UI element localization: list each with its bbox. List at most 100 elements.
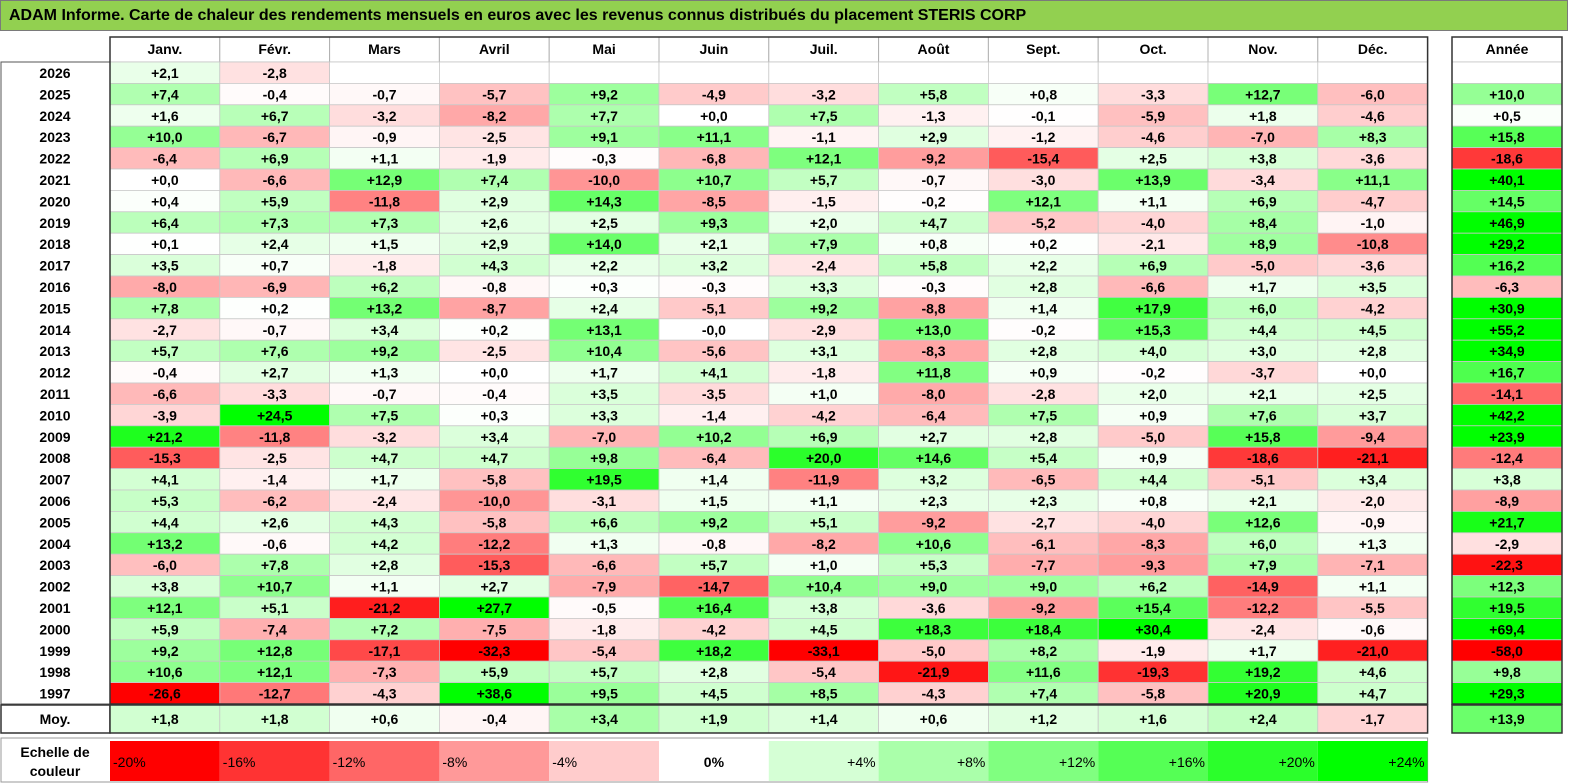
heatmap-value: -0,9 [372,129,396,145]
heatmap-value: +7,3 [371,215,399,231]
heatmap-value: +1,1 [371,579,399,595]
year-total-value: +46,9 [1489,215,1525,231]
heatmap-value: +6,0 [1249,536,1277,552]
heatmap-value: +13,2 [147,536,183,552]
heatmap-value: +1,1 [810,493,838,509]
heatmap-value: +13,2 [367,300,403,316]
heatmap-value: -14,7 [698,579,730,595]
average-row-frame [109,704,1429,734]
heatmap-value: +5,7 [151,343,179,359]
heatmap-value: -4,2 [812,407,836,423]
heatmap-value: +0,9 [1139,407,1167,423]
heatmap-value: +4,7 [480,450,508,466]
heatmap-value: +16,4 [696,600,732,616]
heatmap-value: -3,4 [1251,172,1275,188]
heatmap-value: +2,8 [1029,343,1057,359]
page-title: ADAM Informe. Carte de chaleur des rende… [9,7,1027,24]
heatmap-value: -0,5 [592,600,616,616]
average-cell [1207,704,1319,734]
year-total-value: +23,9 [1489,429,1525,445]
heatmap-value: +4,1 [700,365,728,381]
heatmap-value: -6,6 [153,386,177,402]
heatmap-value: +9,1 [590,129,618,145]
year-label: 2019 [39,215,70,231]
heatmap-value: +3,1 [810,343,838,359]
heatmap-value: +7,3 [261,215,289,231]
heatmap-value: +0,2 [1029,236,1057,252]
average-value: +0,6 [371,711,399,727]
year-total-value: +55,2 [1489,322,1525,338]
year-total-value: +42,2 [1489,407,1525,423]
heatmap-value: +0,0 [700,108,728,124]
year-total-header: Année [1486,41,1529,57]
title-bar: ADAM Informe. Carte de chaleur des rende… [0,0,1568,31]
heatmap-value: +10,6 [916,536,952,552]
heatmap-value: -0,3 [702,279,726,295]
scale-value: +8% [957,754,985,770]
heatmap-value: +0,0 [1359,365,1387,381]
year-label: 2022 [39,151,70,167]
heatmap-value: +3,8 [151,579,179,595]
heatmap-value: +20,9 [1245,686,1281,702]
heatmap-value: +10,7 [696,172,732,188]
heatmap-value: +10,6 [147,664,183,680]
scale-label: Echelle de [20,744,89,760]
year-total-value: -58,0 [1491,643,1523,659]
heatmap-value: -0,0 [702,322,726,338]
heatmap-value: +3,0 [1249,343,1277,359]
heatmap-value: +2,8 [1359,343,1387,359]
heatmap-value: +10,7 [257,579,293,595]
scale-label: couleur [30,763,81,779]
heatmap-value: -2,0 [1361,493,1385,509]
heatmap-value: +18,4 [1026,621,1062,637]
year-total-value: -12,4 [1491,450,1523,466]
heatmap-value: -2,1 [1141,236,1165,252]
heatmap-value: -5,7 [482,86,506,102]
heatmap-value: -5,8 [482,514,506,530]
heatmap-value: +2,4 [590,300,618,316]
heatmap-value: -0,1 [1031,108,1055,124]
heatmap-value: +8,4 [1249,215,1277,231]
heatmap-value: +13,0 [916,322,952,338]
heatmap-value: +2,3 [920,493,948,509]
heatmap-value: +12,7 [1245,86,1281,102]
heatmap-value: -0,4 [263,86,287,102]
year-label: 2007 [39,472,70,488]
heatmap-value: +2,2 [590,258,618,274]
heatmap-value: +11,1 [697,129,732,145]
heatmap-value: +1,5 [371,236,399,252]
heatmap-value: +15,8 [1245,429,1281,445]
heatmap-value: +2,7 [480,579,508,595]
heatmap-value: +17,9 [1135,300,1171,316]
heatmap-value: +0,2 [261,300,289,316]
scale-swatch [988,741,1099,781]
year-label: 2002 [39,579,70,595]
heatmap-value: -4,2 [1361,300,1385,316]
heatmap-value: +11,6 [1026,664,1061,680]
scale-value: +16% [1169,754,1205,770]
heatmap-value: -14,9 [1247,579,1279,595]
heatmap-value: +4,6 [1359,664,1387,680]
heatmap-value: -11,8 [369,193,400,209]
heatmap-value: +4,7 [920,215,948,231]
heatmap-value: -19,3 [1137,664,1169,680]
year-total-header-cell [1451,36,1563,63]
heatmap-value: -6,2 [263,493,287,509]
heatmap-value: +2,5 [1359,386,1387,402]
heatmap-value: +14,0 [586,236,622,252]
heatmap-value: -5,5 [1361,600,1385,616]
year-total-value: -18,6 [1491,151,1523,167]
year-total-value: -8,9 [1495,493,1519,509]
heatmap-value: +5,1 [261,600,289,616]
column-header: Juin [700,41,729,57]
year-label: 1998 [39,664,70,680]
heatmap-value: +5,9 [151,621,179,637]
heatmap-value: -0,3 [921,279,945,295]
heatmap-value: +3,4 [1359,472,1387,488]
year-total-value: +10,0 [1489,86,1525,102]
heatmap-value: +2,7 [920,429,948,445]
column-header-cell [1097,36,1209,63]
heatmap-value: -2,5 [482,343,506,359]
year-label: 2025 [39,86,70,102]
